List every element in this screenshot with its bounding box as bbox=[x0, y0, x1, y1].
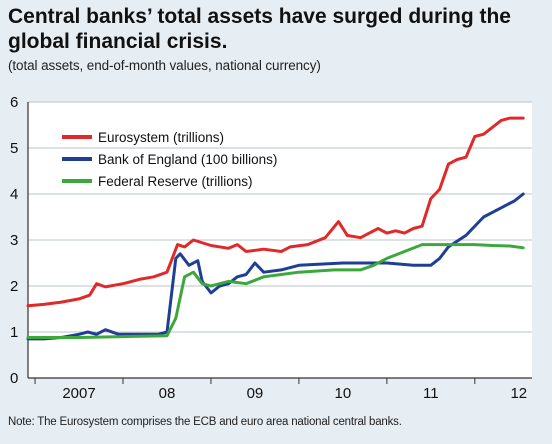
legend-label: Federal Reserve (trillions) bbox=[98, 174, 253, 189]
legend-label: Eurosystem (trillions) bbox=[98, 130, 224, 145]
x-tick-label: 10 bbox=[335, 385, 352, 402]
y-tick-label: 5 bbox=[10, 140, 18, 157]
legend: Eurosystem (trillions) Bank of England (1… bbox=[62, 130, 277, 189]
x-tick-label: 08 bbox=[159, 385, 176, 402]
y-tick-label: 6 bbox=[10, 94, 18, 111]
axes bbox=[27, 102, 532, 379]
chart-subtitle: (total assets, end-of-month values, nati… bbox=[8, 58, 321, 73]
y-tick-label: 4 bbox=[10, 186, 18, 203]
series-line-0 bbox=[26, 116, 525, 308]
y-tick-labels: 0 1 2 3 4 5 6 bbox=[10, 94, 18, 387]
chart-title: Central banks’ total assets have surged … bbox=[8, 5, 511, 53]
y-tick-label: 0 bbox=[10, 370, 18, 387]
x-tick-label: 11 bbox=[423, 385, 439, 402]
chart-note: Note: The Eurosystem comprises the ECB a… bbox=[8, 416, 402, 428]
y-tick-label: 3 bbox=[10, 232, 18, 249]
y-tick-label: 1 bbox=[10, 324, 18, 341]
x-tick-label: 12 bbox=[510, 385, 527, 402]
legend-label: Bank of England (100 billions) bbox=[98, 152, 277, 167]
x-tick-label: 09 bbox=[247, 385, 264, 402]
x-tick-labels: 2007 08 09 10 11 12 bbox=[34, 378, 527, 402]
y-tick-label: 2 bbox=[10, 278, 18, 295]
series-line-2 bbox=[26, 243, 525, 339]
series-lines bbox=[26, 116, 525, 341]
series-line-1 bbox=[26, 192, 525, 341]
x-tick-label: 2007 bbox=[62, 385, 95, 402]
